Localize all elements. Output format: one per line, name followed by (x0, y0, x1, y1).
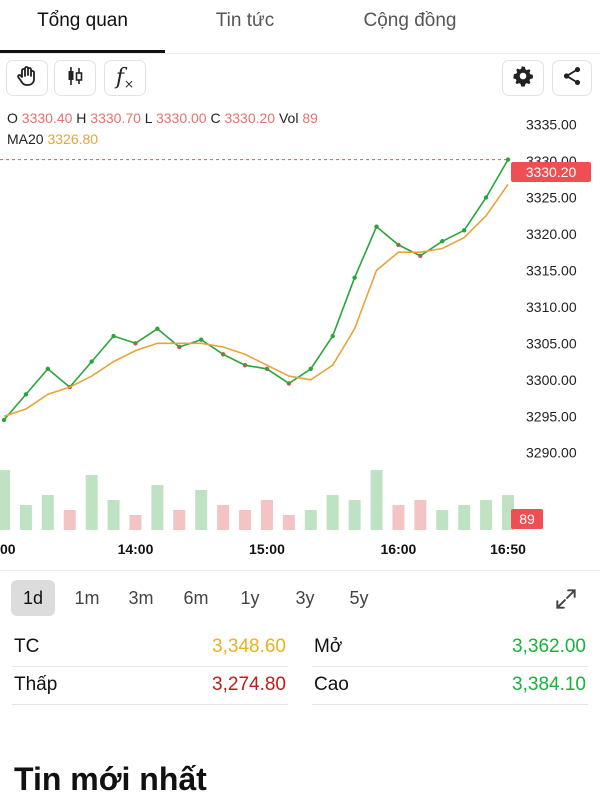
tab-overview[interactable]: Tổng quan (37, 10, 128, 31)
open-label: O (7, 110, 18, 126)
function-icon: f× (115, 65, 135, 91)
active-tab-indicator (0, 50, 165, 53)
range-1m[interactable]: 1m (74, 588, 100, 608)
volume-bar (107, 500, 120, 530)
low-value: 3330.00 (155, 110, 207, 126)
volume-value: 89 (302, 110, 318, 126)
stat-label: Thấp (14, 674, 58, 695)
stat-value: 3,362.00 (512, 636, 586, 657)
stat-low-price: Thấp 3,274.80 (12, 668, 288, 705)
volume-label: Vol (278, 110, 299, 126)
y-tick-label: 3320.00 (526, 226, 577, 242)
top-tabs: Tổng quan Tin tức Cộng đồng (0, 0, 600, 54)
hand-tool-button[interactable] (6, 60, 48, 96)
x-tick-label: 14:00 (118, 541, 154, 557)
ma-label: MA20 (7, 131, 44, 147)
close-label: C (210, 110, 221, 126)
volume-bar (370, 470, 383, 530)
range-3m[interactable]: 3m (128, 588, 154, 608)
volume-bar (19, 505, 32, 530)
y-tick-label: 3315.00 (526, 262, 577, 278)
indicator-button[interactable]: f× (104, 60, 146, 96)
ma-readout: MA20 3326.80 (7, 131, 98, 147)
price-chart[interactable]: 3335.00 3330.00 3325.00 3320.00 3315.00 3310.… (0, 110, 600, 565)
y-tick-label: 3295.00 (526, 408, 577, 424)
low-label: L (144, 110, 153, 126)
price-series-line (3, 159, 509, 421)
close-value: 3330.20 (224, 110, 276, 126)
high-label: H (76, 110, 87, 126)
share-button[interactable] (552, 60, 592, 96)
hand-icon (15, 64, 39, 93)
gear-icon (512, 65, 534, 92)
volume-bar (63, 510, 76, 530)
volume-bar (392, 505, 405, 530)
volume-bar (85, 475, 98, 530)
volume-bar (129, 515, 142, 530)
stat-high-price: Cao 3,384.10 (312, 668, 588, 705)
share-icon (561, 65, 583, 92)
volume-bar (173, 510, 186, 530)
volume-bar (195, 490, 208, 530)
current-price-tag: 3330.20 (511, 162, 591, 182)
x-tick-label: 16:50 (490, 541, 526, 557)
ohlc-readout: O 3330.40 H 3330.70 L 3330.00 C 3330.20 … (7, 110, 318, 126)
ma-value: 3326.80 (47, 131, 99, 147)
tab-news[interactable]: Tin tức (215, 10, 275, 31)
volume-bar (151, 485, 164, 530)
x-tick-label: 15:00 (249, 541, 285, 557)
stat-value: 3,348.60 (212, 636, 286, 657)
chart-type-button[interactable] (54, 60, 96, 96)
settings-button[interactable] (502, 60, 544, 96)
y-tick-label: 3305.00 (526, 335, 577, 351)
high-value: 3330.70 (90, 110, 141, 126)
range-6m[interactable]: 6m (183, 588, 209, 608)
volume-bar (217, 505, 230, 530)
latest-news-heading: Tin mới nhất (14, 761, 207, 797)
volume-bar (260, 500, 273, 530)
stat-open-price: Mở 3,362.00 (312, 630, 588, 667)
volume-bar (414, 500, 427, 530)
stat-value: 3,274.80 (212, 674, 286, 695)
y-tick-label: 3325.00 (526, 190, 577, 206)
range-1d[interactable]: 1d (11, 580, 55, 616)
stat-reference-price: TC 3,348.60 (12, 630, 288, 667)
volume-bar (326, 495, 339, 530)
range-1y[interactable]: 1y (240, 588, 260, 608)
volume-bar (458, 505, 471, 530)
open-value: 3330.40 (21, 110, 73, 126)
y-tick-label: 3300.00 (526, 372, 577, 388)
y-tick-label: 3335.00 (526, 117, 577, 133)
y-tick-label: 3310.00 (526, 299, 577, 315)
range-3y[interactable]: 3y (295, 588, 315, 608)
candlestick-icon (63, 64, 87, 93)
range-5y[interactable]: 5y (349, 588, 369, 608)
volume-bar (41, 495, 54, 530)
volume-bar (480, 500, 493, 530)
stat-label: Cao (314, 674, 349, 695)
tab-community[interactable]: Cộng đồng (363, 10, 457, 31)
volume-bar (348, 500, 361, 530)
stat-label: TC (14, 636, 40, 657)
volume-bar (304, 510, 317, 530)
current-volume-tag: 89 (511, 509, 543, 529)
volume-bar (0, 470, 10, 530)
ma20-line (3, 183, 509, 418)
stat-label: Mở (314, 636, 343, 657)
stat-value: 3,384.10 (512, 674, 586, 695)
x-tick-label: 00 (0, 541, 16, 557)
volume-bar (239, 510, 252, 530)
volume-bar (282, 515, 295, 530)
expand-icon[interactable] (553, 586, 579, 612)
x-tick-label: 16:00 (381, 541, 417, 557)
y-tick-label: 3290.00 (526, 445, 577, 461)
volume-bar (436, 510, 449, 530)
range-selector: 1d 1m 3m 6m 1y 3y 5y (0, 570, 600, 624)
